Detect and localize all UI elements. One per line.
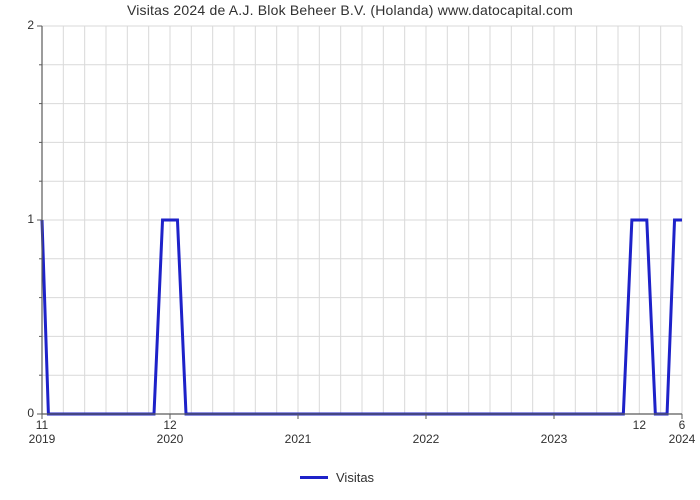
legend-label: Visitas [336,470,374,485]
plot-area [42,26,682,414]
x-secondary-label: 11 [27,418,57,432]
x-secondary-label: 12 [155,418,185,432]
x-tick-label: 2022 [401,432,451,446]
legend: Visitas [300,470,374,485]
y-tick-label: 2 [12,18,34,32]
chart-svg [42,26,682,414]
x-secondary-label: 6 [667,418,697,432]
legend-swatch [300,476,328,479]
x-tick-label: 2021 [273,432,323,446]
x-tick-label: 2023 [529,432,579,446]
y-tick-label: 1 [12,212,34,226]
x-tick-label: 2019 [17,432,67,446]
chart-title: Visitas 2024 de A.J. Blok Beheer B.V. (H… [0,2,700,18]
x-tick-label: 2024 [657,432,700,446]
x-tick-label: 2020 [145,432,195,446]
x-secondary-label: 12 [624,418,654,432]
